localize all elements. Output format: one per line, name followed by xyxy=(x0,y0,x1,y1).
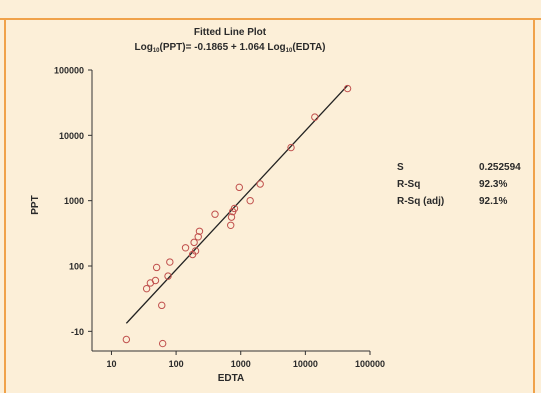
x-tick-label: 100000 xyxy=(355,359,385,369)
stat-name: R-Sq (adj) xyxy=(397,196,445,207)
data-point xyxy=(158,339,167,348)
x-tick-label: 100 xyxy=(169,359,184,369)
data-point xyxy=(235,183,243,192)
data-point xyxy=(287,143,295,152)
data-point xyxy=(190,238,198,247)
data-point xyxy=(142,284,151,293)
y-tick-label: 100 xyxy=(69,261,84,271)
data-point xyxy=(122,335,131,344)
data-point xyxy=(152,263,161,272)
x-tick-label: 10000 xyxy=(293,359,318,369)
data-point xyxy=(227,213,236,221)
y-tick-label: 1000 xyxy=(64,196,84,206)
stat-name: S xyxy=(397,162,404,173)
fitted-line xyxy=(125,84,349,324)
top-border xyxy=(0,18,541,20)
stat-row-s: S 0.252594 xyxy=(397,159,539,176)
data-point xyxy=(194,233,202,241)
x-tick-label: 10 xyxy=(106,359,116,369)
y-axis-label: PPT xyxy=(30,195,41,214)
chart-title: Fitted Line Plot xyxy=(194,27,267,38)
data-point xyxy=(311,113,319,121)
left-border xyxy=(4,20,6,393)
data-point xyxy=(181,244,190,252)
data-point xyxy=(158,301,166,310)
stat-value: 92.3% xyxy=(479,179,508,190)
data-point xyxy=(246,196,254,205)
data-point xyxy=(195,227,204,235)
data-point xyxy=(227,221,235,229)
data-point xyxy=(343,84,352,93)
y-tick-label: 10000 xyxy=(59,131,84,141)
data-point xyxy=(211,210,219,218)
data-point xyxy=(256,180,264,188)
y-tick-label: -10 xyxy=(71,327,84,337)
x-tick-label: 1000 xyxy=(231,359,251,369)
right-border xyxy=(533,20,535,393)
data-point xyxy=(151,276,160,285)
x-axis-label: EDTA xyxy=(218,373,244,384)
data-point xyxy=(166,258,174,266)
stat-row-r-sq-adj: R-Sq (adj) 92.1% xyxy=(397,193,539,210)
data-point xyxy=(191,247,200,255)
stat-value: 0.252594 xyxy=(479,162,521,173)
stat-row-r-sq: R-Sq 92.3% xyxy=(397,176,539,193)
data-point xyxy=(230,204,239,213)
y-tick-label: 100000 xyxy=(54,66,84,76)
regression-stats: S 0.252594 R-Sq 92.3% R-Sq (adj) 92.1% xyxy=(397,159,539,210)
stat-name: R-Sq xyxy=(397,179,421,190)
data-point xyxy=(164,272,172,280)
chart-subtitle: Log10(PPT)= -0.1865 + 1.064 Log10(EDTA) xyxy=(134,42,325,54)
stat-value: 92.1% xyxy=(479,196,508,207)
